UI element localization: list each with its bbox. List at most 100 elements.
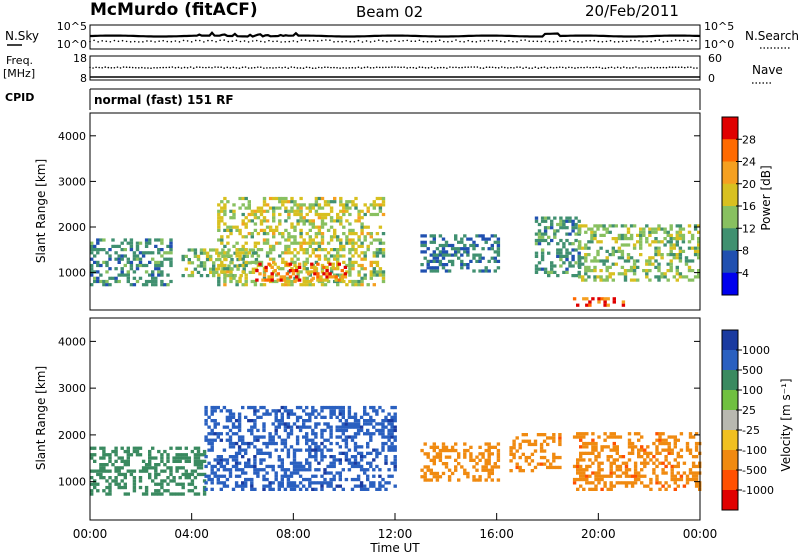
echo-cell: [664, 448, 668, 452]
echo-cell: [219, 474, 223, 478]
frequency-point: [180, 67, 183, 69]
echo-cell: [236, 258, 240, 262]
echo-cell: [661, 484, 665, 488]
echo-cell: [120, 248, 124, 252]
noise-search-point: [109, 40, 112, 43]
frequency-point: [479, 67, 482, 69]
echo-cell: [90, 244, 94, 248]
echo-cell: [536, 462, 541, 466]
echo-cell: [591, 461, 595, 465]
echo-cell: [217, 203, 221, 207]
echo-cell: [311, 409, 315, 413]
echo-cell: [685, 481, 690, 485]
echo-cell: [608, 224, 612, 228]
echo-cell: [221, 254, 225, 258]
echo-cell: [630, 441, 635, 446]
echo-cell: [234, 468, 239, 472]
echo-cell: [305, 405, 309, 410]
echo-cell: [348, 257, 352, 261]
echo-cell: [338, 484, 342, 488]
echo-cell: [238, 257, 242, 261]
echo-cell: [96, 276, 100, 280]
echo-cell: [190, 261, 195, 265]
echo-cell: [345, 203, 349, 207]
time-x-ticks: 00:00 04:00 08:00 12:00 16:00 20:00 00:00: [73, 513, 717, 541]
echo-cell: [259, 461, 263, 465]
frequency-point: [598, 66, 601, 69]
echo-cell: [323, 405, 327, 410]
echo-cell: [169, 257, 173, 261]
echo-cell: [132, 476, 137, 480]
echo-cell: [253, 209, 258, 213]
echo-cell: [114, 479, 118, 483]
echo-cell: [90, 283, 94, 287]
echo-cell: [375, 270, 380, 274]
echo-cell: [308, 244, 312, 248]
echo-cell: [228, 441, 233, 446]
echo-cell: [690, 269, 695, 273]
echo-cell: [138, 241, 143, 245]
echo-cell: [342, 244, 346, 248]
echo-cell: [287, 244, 291, 248]
echo-cell: [363, 419, 367, 423]
noise-search-point: [678, 39, 681, 42]
echo-cell: [348, 200, 352, 204]
echo-cell: [630, 451, 635, 455]
echo-cell: [565, 258, 569, 262]
echo-cell: [678, 246, 683, 250]
echo-cell: [375, 263, 380, 268]
echo-cell: [571, 254, 575, 258]
echo-cell: [556, 251, 560, 255]
echo-cell: [335, 415, 339, 419]
echo-cell: [537, 229, 542, 233]
echo-cell: [636, 233, 640, 237]
echo-cell: [99, 248, 103, 252]
echo-cell: [441, 253, 446, 257]
echo-cell: [226, 241, 230, 245]
echo-cell: [157, 238, 161, 242]
echo-cell: [558, 436, 562, 440]
echo-cell: [237, 422, 242, 426]
echo-cell: [225, 477, 230, 482]
echo-cell: [691, 455, 696, 459]
echo-cell: [114, 244, 118, 248]
echo-cell: [305, 468, 309, 472]
echo-cell: [543, 219, 548, 223]
colorbar-tick-label: 20: [742, 178, 756, 191]
frequency-point: [388, 66, 390, 69]
echo-cell: [302, 425, 306, 429]
echo-cell: [235, 251, 239, 255]
echo-cell: [390, 474, 394, 478]
frequency-point: [360, 67, 363, 69]
echo-cell: [169, 469, 173, 473]
echo-cell: [369, 422, 373, 426]
echo-cell: [223, 209, 227, 213]
echo-cell: [347, 405, 352, 410]
echo-cell: [441, 462, 446, 466]
echo-cell: [305, 219, 309, 223]
echo-cell: [138, 479, 143, 483]
noise-search-point: [158, 40, 160, 42]
echo-cell: [262, 216, 267, 220]
echo-cell: [487, 471, 491, 476]
echo-cell: [552, 436, 556, 440]
echo-cell: [265, 412, 269, 416]
echo-cell: [457, 256, 461, 260]
echo-cell: [256, 216, 261, 220]
echo-cell: [652, 455, 656, 459]
echo-cell: [331, 275, 335, 279]
echo-cell: [178, 453, 182, 457]
echo-cell: [256, 248, 261, 252]
echo-cell: [487, 445, 491, 449]
echo-cell: [334, 275, 338, 279]
echo-cell: [154, 463, 158, 467]
echo-cell: [129, 244, 134, 248]
echo-cell: [639, 237, 643, 241]
echo-cell: [250, 484, 254, 488]
echo-cell: [341, 451, 345, 455]
echo-cell: [241, 248, 245, 252]
echo-cell: [292, 422, 297, 426]
echo-cell: [148, 459, 152, 463]
echo-cell: [242, 261, 246, 265]
echo-cell: [384, 415, 388, 419]
